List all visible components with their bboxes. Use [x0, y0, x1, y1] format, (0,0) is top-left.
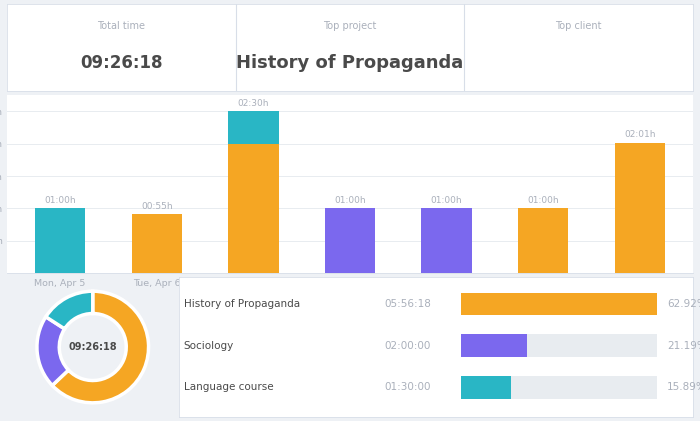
Text: 62.92%: 62.92%: [667, 299, 700, 309]
Text: 15.89%: 15.89%: [667, 383, 700, 392]
Bar: [228, 144, 279, 273]
Bar: [35, 208, 85, 273]
Bar: [228, 112, 279, 144]
Text: Top client: Top client: [555, 21, 602, 31]
Bar: [461, 376, 657, 399]
Text: Top project: Top project: [323, 21, 377, 31]
Text: 01:00h: 01:00h: [334, 196, 366, 205]
Text: 09:26:18: 09:26:18: [69, 342, 117, 352]
Text: History of Propaganda: History of Propaganda: [237, 54, 463, 72]
Bar: [461, 293, 657, 315]
Text: 02:00:00: 02:00:00: [384, 341, 430, 351]
Text: History of Propaganda: History of Propaganda: [183, 299, 300, 309]
Bar: [421, 208, 472, 273]
Text: Language course: Language course: [183, 383, 273, 392]
Bar: [461, 293, 657, 315]
Wedge shape: [46, 291, 93, 329]
Bar: [325, 208, 375, 273]
Text: 01:00h: 01:00h: [430, 196, 463, 205]
Bar: [615, 143, 665, 273]
Bar: [461, 334, 657, 357]
Text: 21.19%: 21.19%: [667, 341, 700, 351]
Text: 00:55h: 00:55h: [141, 202, 173, 210]
Text: 09:26:18: 09:26:18: [80, 54, 162, 72]
Bar: [132, 214, 182, 273]
Text: 01:00h: 01:00h: [44, 196, 76, 205]
Text: Total time: Total time: [97, 21, 146, 31]
Text: 02:30h: 02:30h: [237, 99, 269, 108]
Wedge shape: [52, 291, 148, 403]
Text: 05:56:18: 05:56:18: [384, 299, 431, 309]
Bar: [461, 376, 511, 399]
Text: 01:30:00: 01:30:00: [384, 383, 430, 392]
Text: 02:01h: 02:01h: [624, 131, 656, 139]
Text: 01:00h: 01:00h: [527, 196, 559, 205]
Text: Sociology: Sociology: [183, 341, 234, 351]
Bar: [461, 334, 527, 357]
Wedge shape: [37, 317, 69, 386]
Bar: [518, 208, 568, 273]
